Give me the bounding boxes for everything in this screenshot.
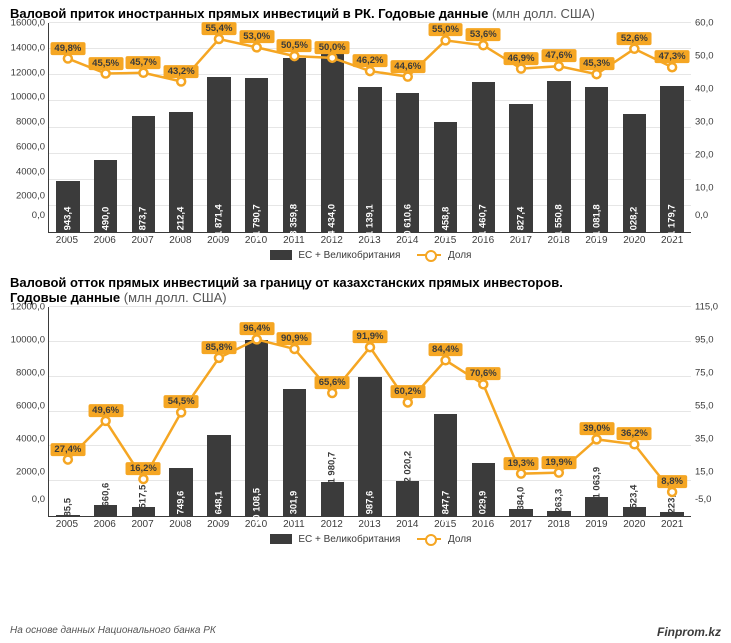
legend-bar-swatch <box>270 534 292 544</box>
footer: На основе данных Национального банка РК … <box>10 625 721 639</box>
footer-brand: Finprom.kz <box>657 625 721 639</box>
chart2-legend: ЕС + Великобритания Доля <box>0 530 731 553</box>
chart1-title-main: Валовой приток иностранных прямых инвест… <box>10 6 488 21</box>
chart2-title-main: Валовой отток прямых инвестиций за грани… <box>10 275 563 290</box>
chart2-y-right: 115,095,075,055,035,015,0-5,0 <box>691 307 731 516</box>
chart-inflow: Валовой приток иностранных прямых инвест… <box>0 0 731 269</box>
legend-bar-label: ЕС + Великобритания <box>298 534 400 545</box>
legend-line-label: Доля <box>448 250 471 261</box>
legend-bar-swatch <box>270 250 292 260</box>
chart-outflow: Валовой отток прямых инвестиций за грани… <box>0 269 731 553</box>
chart1-plot: 16000,014000,012000,010000,08000,06000,0… <box>48 23 691 233</box>
chart1-y-right: 60,050,040,030,020,010,00,0 <box>691 23 731 232</box>
footer-source: На основе данных Национального банка РК <box>10 625 216 639</box>
chart2-y-left: 12000,010000,08000,06000,04000,02000,00,… <box>1 307 49 516</box>
chart1-y-left: 16000,014000,012000,010000,08000,06000,0… <box>1 23 49 232</box>
chart1-legend: ЕС + Великобритания Доля <box>0 246 731 269</box>
chart1-title: Валовой приток иностранных прямых инвест… <box>0 0 731 23</box>
legend-bar-label: ЕС + Великобритания <box>298 250 400 261</box>
chart2-title-sub: (млн долл. США) <box>124 290 227 305</box>
chart2-plot: 12000,010000,08000,06000,04000,02000,00,… <box>48 307 691 517</box>
legend-line-swatch <box>417 534 441 544</box>
chart2-title: Валовой отток прямых инвестиций за грани… <box>0 269 731 307</box>
chart1-title-sub: (млн долл. США) <box>492 6 595 21</box>
legend-line-label: Доля <box>448 534 471 545</box>
legend-line-swatch <box>417 250 441 260</box>
